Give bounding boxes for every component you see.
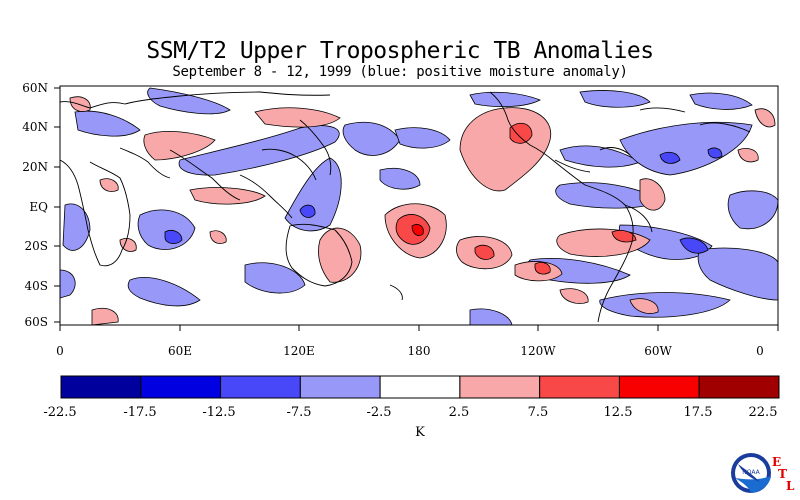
coastlines [60,91,751,323]
colorbar-tick-label: 17.5 [683,405,713,420]
colorbar-segment [299,375,381,399]
noaa-logo: NOAA [731,453,771,493]
colorbar-segment [220,375,301,399]
etl-letter-e: E [772,455,782,469]
colorbar-tick-label: -2.5 [366,405,392,420]
etl-letter-t: T [778,467,787,481]
lat-label-20n: 20N [22,160,48,174]
colorbar-unit: K [415,425,425,440]
colorbar-tick-label: 12.5 [603,405,633,420]
lat-label-eq: EQ [29,200,48,214]
colorbar-tick-label: -22.5 [43,405,77,420]
colorbar-segment [698,375,780,399]
lon-label-180: 180 [407,344,431,358]
lon-label-120w: 120W [520,344,556,358]
colorbar-tick-label: 7.5 [527,405,549,420]
anomaly-map [54,85,779,331]
map-subtitle: September 8 - 12, 1999 (blue: positive m… [172,64,628,80]
colorbar-tick-label: 2.5 [448,405,470,420]
colorbar-segment [618,375,700,399]
colorbar-segment [140,375,222,399]
colorbar-segment [379,375,461,399]
lat-label-40s: 40S [24,279,49,293]
colorbar-segment [60,375,142,399]
etl-letter-l: L [786,479,795,493]
lat-label-40n: 40N [22,120,48,134]
lon-label-120e: 120E [283,344,315,358]
map-title: SSM/T2 Upper Tropospheric TB Anomalies [146,38,654,64]
positive-anomaly-peak [411,224,424,236]
noaa-logo-text: NOAA [742,469,760,476]
lat-label-60s: 60S [24,315,49,329]
colorbar [60,375,780,399]
colorbar-tick-label: -17.5 [123,405,157,420]
lon-label-60e: 60E [167,344,193,358]
lat-label-60n: 60N [22,81,48,95]
lon-label-0-east: 0 [756,344,764,358]
colorbar-tick-label: -12.5 [202,405,236,420]
lat-label-20s: 20S [24,239,49,253]
colorbar-segment [539,375,620,399]
colorbar-segment [459,375,541,399]
lon-label-0: 0 [56,344,64,358]
colorbar-tick-label: 22.5 [748,405,778,420]
lon-ticks [59,325,779,331]
lat-ticks [54,87,60,323]
lon-label-60w: 60W [644,344,672,358]
negative-anomaly-cores [164,147,723,254]
colorbar-tick-label: -7.5 [286,405,312,420]
